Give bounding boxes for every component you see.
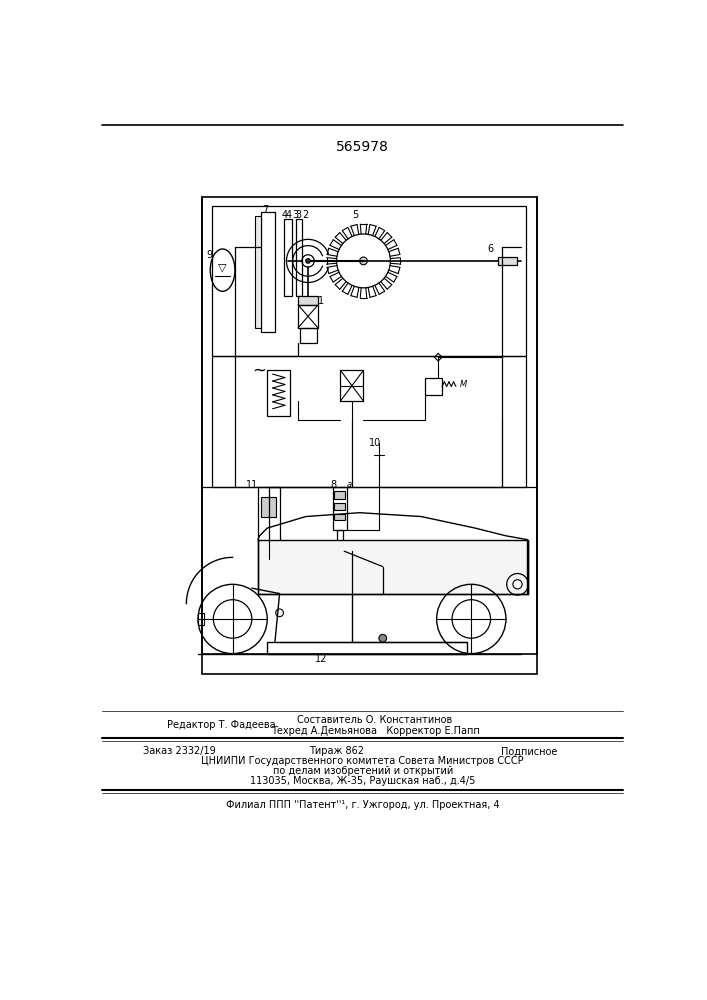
Bar	[261, 497, 276, 517]
Circle shape	[379, 634, 387, 642]
Text: 7: 7	[262, 205, 269, 215]
Text: 4: 4	[286, 210, 292, 220]
Text: 11: 11	[246, 480, 258, 490]
Bar	[261, 212, 275, 332]
Text: 3: 3	[295, 210, 301, 220]
Bar	[212, 356, 526, 487]
Text: Филиал ППП ''Патент''¹, г. Ужгород, ул. Проектная, 4: Филиал ППП ''Патент''¹, г. Ужгород, ул. …	[226, 800, 500, 810]
Text: 12: 12	[315, 654, 327, 664]
Text: ▽: ▽	[218, 263, 227, 273]
Circle shape	[305, 259, 310, 263]
Text: 113035, Москва, Ж-35, Раушская наб., д.4/5: 113035, Москва, Ж-35, Раушская наб., д.4…	[250, 776, 475, 786]
Text: 1: 1	[318, 296, 325, 306]
Bar	[337, 530, 343, 564]
Bar	[298, 296, 318, 305]
Bar	[198, 613, 204, 625]
Text: 9: 9	[206, 250, 213, 260]
Text: a: a	[346, 480, 351, 489]
Bar	[267, 370, 291, 416]
Text: Редактор Т. Фадеева: Редактор Т. Фадеева	[167, 720, 276, 730]
Bar	[334, 503, 345, 510]
Text: 5: 5	[353, 210, 359, 220]
Bar	[333, 487, 346, 530]
Bar	[340, 370, 363, 401]
Bar	[498, 257, 518, 265]
Text: Заказ 2332/19: Заказ 2332/19	[143, 746, 215, 756]
Bar	[296, 219, 302, 296]
Bar	[298, 305, 318, 328]
Bar	[212, 206, 526, 356]
Bar	[334, 491, 345, 499]
Bar	[300, 328, 317, 343]
Text: ЦНИИПИ Государственного комитета Совета Министров СССР: ЦНИИПИ Государственного комитета Совета …	[201, 756, 524, 766]
Bar	[258, 487, 279, 543]
Text: 10: 10	[369, 438, 381, 448]
Bar	[258, 540, 527, 594]
Text: 4: 4	[281, 210, 287, 220]
Text: 6: 6	[488, 244, 493, 254]
Bar	[201, 197, 537, 674]
Text: Техред А.Демьянова   Корректор Е.Папп: Техред А.Демьянова Корректор Е.Папп	[271, 726, 479, 736]
Text: 3: 3	[293, 210, 299, 220]
Bar	[425, 378, 442, 395]
Text: M: M	[460, 380, 467, 389]
Text: по делам изобретений и открытий: по делам изобретений и открытий	[273, 766, 453, 776]
Text: 565978: 565978	[337, 140, 389, 154]
Text: ~: ~	[252, 361, 267, 379]
Circle shape	[360, 257, 368, 265]
Text: Составитель О. Константинов: Составитель О. Константинов	[298, 715, 452, 725]
Bar	[334, 514, 345, 520]
Text: Тираж 862: Тираж 862	[309, 746, 364, 756]
Text: 8: 8	[330, 480, 337, 490]
Bar	[284, 219, 292, 296]
Text: Подписное: Подписное	[501, 746, 557, 756]
Bar	[255, 216, 261, 328]
Text: 2: 2	[303, 210, 309, 220]
Bar	[267, 642, 467, 654]
